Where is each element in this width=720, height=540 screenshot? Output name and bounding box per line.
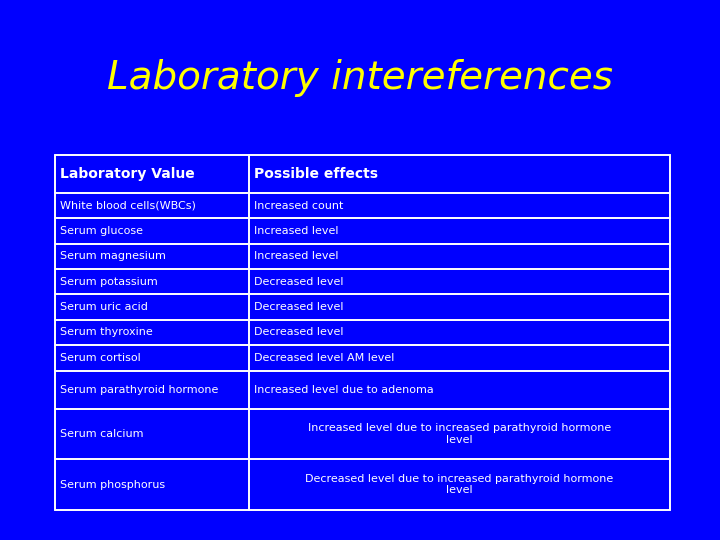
Bar [55, 244, 248, 269]
Text: Laboratory Value: Laboratory Value [60, 167, 194, 181]
Text: Decreased level: Decreased level [253, 327, 343, 338]
Bar [55, 294, 248, 320]
Bar [55, 218, 248, 244]
Bar [55, 460, 248, 510]
Bar [55, 345, 248, 370]
Bar [248, 244, 670, 269]
Bar [248, 370, 670, 409]
Text: Increased level due to increased parathyroid hormone
level: Increased level due to increased parathy… [307, 423, 611, 445]
Text: Decreased level: Decreased level [253, 277, 343, 287]
Bar [248, 345, 670, 370]
Text: Serum calcium: Serum calcium [60, 429, 143, 439]
Text: White blood cells(WBCs): White blood cells(WBCs) [60, 201, 196, 211]
Text: Serum cortisol: Serum cortisol [60, 353, 140, 363]
Bar [248, 269, 670, 294]
Text: Decreased level AM level: Decreased level AM level [253, 353, 394, 363]
Bar [248, 155, 670, 193]
Text: Laboratory intereferences: Laboratory intereferences [107, 59, 613, 97]
Bar [55, 155, 248, 193]
Bar [248, 320, 670, 345]
Text: Serum uric acid: Serum uric acid [60, 302, 148, 312]
Text: Serum phosphorus: Serum phosphorus [60, 480, 165, 490]
Bar [248, 409, 670, 460]
Text: Serum potassium: Serum potassium [60, 277, 158, 287]
Text: Possible effects: Possible effects [253, 167, 378, 181]
Bar [55, 269, 248, 294]
Text: Increased count: Increased count [253, 201, 343, 211]
Bar [55, 409, 248, 460]
Text: Increased level due to adenoma: Increased level due to adenoma [253, 384, 433, 395]
Bar [248, 218, 670, 244]
Bar [55, 193, 248, 218]
Text: Serum parathyroid hormone: Serum parathyroid hormone [60, 384, 218, 395]
Bar [55, 155, 670, 510]
Bar [55, 320, 248, 345]
Text: Decreased level due to increased parathyroid hormone
level: Decreased level due to increased parathy… [305, 474, 613, 495]
Text: Serum glucose: Serum glucose [60, 226, 143, 236]
Text: Increased level: Increased level [253, 226, 338, 236]
Text: Serum thyroxine: Serum thyroxine [60, 327, 153, 338]
Bar [55, 370, 248, 409]
Text: Decreased level: Decreased level [253, 302, 343, 312]
Bar [248, 193, 670, 218]
Bar [248, 460, 670, 510]
Text: Increased level: Increased level [253, 252, 338, 261]
Bar [248, 294, 670, 320]
Text: Serum magnesium: Serum magnesium [60, 252, 166, 261]
